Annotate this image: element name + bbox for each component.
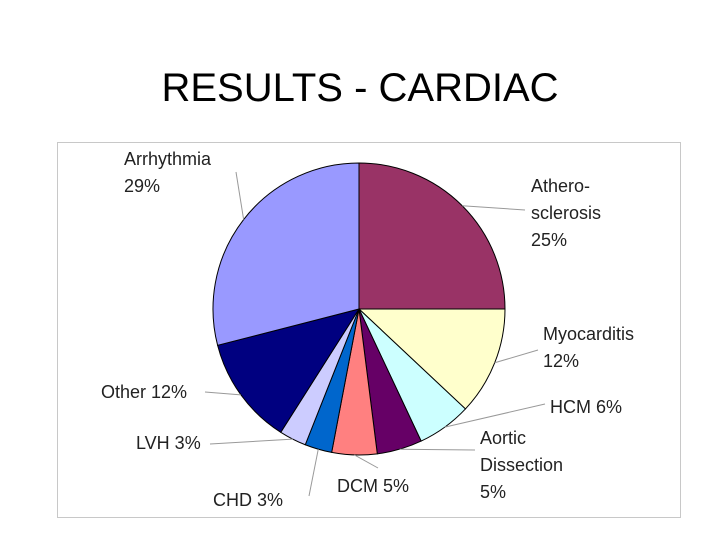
slice-label-line: 5% [480,482,506,502]
slice-label-line: HCM 6% [550,397,622,417]
slice-label-line: LVH 3% [136,433,201,453]
slice-label-line: Athero- [531,176,590,196]
pie-slice [216,308,361,433]
pie-slice [357,308,506,410]
leader-line [209,438,293,445]
slice-label-line: 29% [124,176,160,196]
slice-label: Aortic Dissection 5% [480,428,563,502]
leader-line [494,349,539,364]
slice-label-line: Myocarditis [543,324,634,344]
slice-label: Myocarditis 12% [543,324,634,371]
leader-line [462,205,526,211]
slice-label-line: Arrhythmia [124,149,212,169]
slice-label: HCM 6% [550,397,622,417]
leader-line [354,454,379,469]
leader-line [399,448,476,451]
slice-label-line: Aortic [480,428,526,448]
slice-label: Other 12% [101,382,187,402]
slice-label: Arrhythmia 29% [124,149,212,196]
pie-slice [212,162,360,346]
slice-label: DCM 5% [337,476,409,496]
slice-label-line: 12% [543,351,579,371]
pie-slice [358,162,506,310]
slide-title: RESULTS - CARDIAC [161,66,559,110]
leader-line [235,171,245,220]
slice-label-line: CHD 3% [213,490,283,510]
slice-label-line: Dissection [480,455,563,475]
slice-label: Athero-sclerosis 25% [531,176,601,250]
slice-label-line: sclerosis [531,203,601,223]
leader-line [308,449,319,497]
slice-label-line: Other 12% [101,382,187,402]
slice-label-line: DCM 5% [337,476,409,496]
slice-label: CHD 3% [213,490,283,510]
leader-line [444,403,546,428]
chart-frame [57,142,681,518]
slice-label-line: 25% [531,230,567,250]
leader-line [204,391,241,396]
slice-label: LVH 3% [136,433,201,453]
